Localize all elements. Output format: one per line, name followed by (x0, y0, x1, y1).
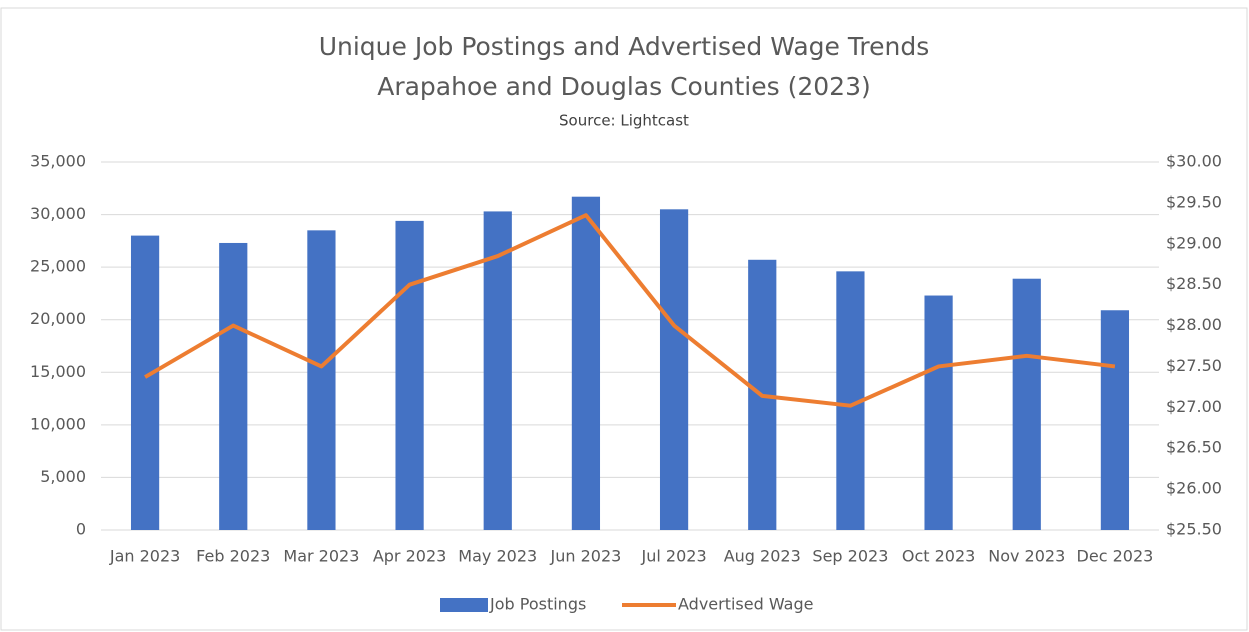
x-tick-label: Feb 2023 (196, 547, 270, 566)
y-tick-label: 0 (76, 520, 86, 539)
x-tick-label: Dec 2023 (1077, 547, 1154, 566)
x-tick-label: Aug 2023 (724, 547, 801, 566)
bar (130, 235, 160, 530)
bar (1100, 310, 1130, 530)
y2-tick-label: $29.00 (1166, 233, 1222, 252)
y-tick-label: 15,000 (30, 362, 86, 381)
y-tick-label: 20,000 (30, 309, 86, 328)
bar (571, 196, 601, 530)
y2-tick-label: $26.50 (1166, 438, 1222, 457)
x-tick-label: Mar 2023 (283, 547, 359, 566)
legend-label: Job Postings (489, 595, 586, 614)
x-tick-label: Jun 2023 (550, 547, 622, 566)
x-tick-label: Jul 2023 (641, 547, 707, 566)
x-tick-label: May 2023 (458, 547, 537, 566)
chart-title: Arapahoe and Douglas Counties (2023) (377, 72, 871, 101)
y-tick-label: 35,000 (30, 152, 86, 171)
x-tick-label: Apr 2023 (373, 547, 446, 566)
x-tick-label: Oct 2023 (902, 547, 975, 566)
bar (1012, 278, 1041, 530)
legend-label: Advertised Wage (678, 595, 813, 614)
y2-tick-label: $28.00 (1166, 315, 1222, 334)
y2-tick-label: $29.50 (1166, 192, 1222, 211)
y2-tick-label: $27.00 (1166, 397, 1222, 416)
legend-swatch (440, 598, 488, 612)
x-tick-label: Sep 2023 (812, 547, 888, 566)
bar (219, 242, 248, 530)
y2-tick-label: $25.50 (1166, 520, 1222, 539)
bar (483, 211, 512, 530)
bar (659, 209, 689, 531)
y2-tick-label: $26.00 (1166, 479, 1222, 498)
bar (307, 230, 336, 531)
x-tick-label: Jan 2023 (109, 547, 180, 566)
chart-title: Unique Job Postings and Advertised Wage … (319, 32, 930, 61)
y-tick-label: 10,000 (30, 414, 86, 433)
line (144, 213, 1116, 408)
y-tick-label: 5,000 (40, 467, 86, 486)
chart-subtitle: Source: Lightcast (559, 112, 689, 130)
y-tick-label: 30,000 (30, 204, 86, 223)
y2-tick-label: $28.50 (1166, 274, 1222, 293)
chart-border (0, 7, 1248, 631)
y2-tick-label: $27.50 (1166, 356, 1222, 375)
y2-tick-label: $30.00 (1166, 152, 1222, 171)
bar (924, 295, 953, 530)
bar (395, 220, 424, 530)
y-tick-label: 25,000 (30, 257, 86, 276)
x-tick-label: Nov 2023 (988, 547, 1065, 566)
